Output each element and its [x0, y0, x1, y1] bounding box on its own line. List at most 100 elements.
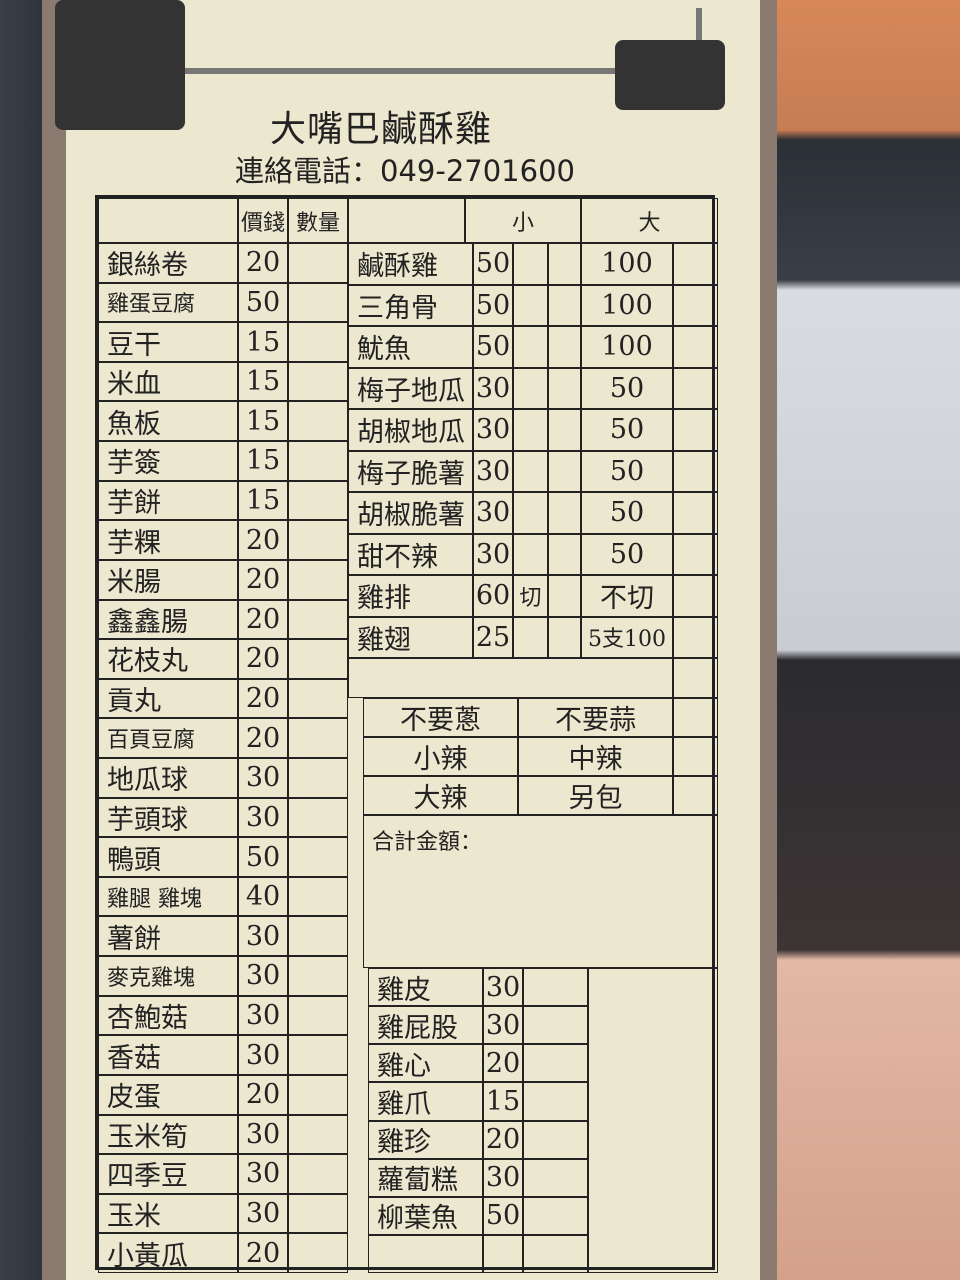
quantity-cell[interactable] — [288, 401, 348, 442]
large-qty[interactable] — [673, 450, 718, 492]
item-price: 30 — [238, 1035, 288, 1075]
side-item-name: 柳葉魚 — [368, 1196, 483, 1235]
small-qty[interactable] — [548, 575, 581, 617]
small-qty[interactable] — [513, 450, 548, 492]
small-price: 50 — [473, 243, 513, 285]
blank-row — [348, 658, 673, 698]
small-qty[interactable] — [513, 367, 548, 409]
large-qty[interactable] — [673, 367, 718, 409]
small-qty[interactable] — [513, 533, 548, 575]
large-qty[interactable] — [673, 492, 718, 534]
side-qty[interactable] — [523, 1196, 588, 1235]
small-qty[interactable] — [548, 409, 581, 451]
quantity-cell[interactable] — [288, 639, 348, 679]
quantity-cell[interactable] — [288, 876, 348, 917]
side-qty[interactable] — [523, 968, 588, 1007]
item-name: 米血 — [98, 361, 238, 402]
quantity-cell[interactable] — [288, 797, 348, 838]
small-qty[interactable] — [548, 492, 581, 534]
side-qty[interactable] — [523, 1044, 588, 1083]
small-qty[interactable] — [548, 616, 581, 658]
small-qty[interactable] — [548, 533, 581, 575]
quantity-cell[interactable] — [288, 282, 348, 323]
small-qty[interactable] — [513, 243, 548, 285]
large-qty[interactable] — [673, 533, 718, 575]
item-name: 芋頭球 — [98, 797, 238, 838]
item-name: 米腸 — [98, 559, 238, 600]
sized-item-name: 梅子脆薯 — [348, 450, 473, 492]
quantity-cell[interactable] — [288, 243, 348, 283]
quantity-cell[interactable] — [288, 441, 348, 481]
option-check[interactable] — [673, 698, 718, 737]
quantity-cell[interactable] — [288, 718, 348, 758]
side-item-price: 20 — [483, 1120, 523, 1159]
item-price: 15 — [238, 401, 288, 442]
sized-item-name: 甜不辣 — [348, 533, 473, 575]
item-name: 地瓜球 — [98, 758, 238, 798]
item-price: 20 — [238, 678, 288, 719]
quantity-cell[interactable] — [288, 1193, 348, 1234]
quantity-cell[interactable] — [288, 1074, 348, 1115]
small-qty[interactable] — [548, 284, 581, 326]
quantity-cell[interactable] — [288, 837, 348, 877]
blank-qty[interactable] — [673, 658, 718, 698]
quantity-cell[interactable] — [288, 956, 348, 996]
small-qty[interactable]: 切 — [513, 575, 548, 617]
quantity-cell[interactable] — [288, 559, 348, 600]
side-item-name: 蘿蔔糕 — [368, 1158, 483, 1197]
quantity-cell[interactable] — [288, 599, 348, 640]
quantity-cell[interactable] — [288, 1233, 348, 1273]
item-price: 15 — [238, 480, 288, 521]
option-check[interactable] — [673, 776, 718, 815]
quantity-cell[interactable] — [288, 916, 348, 957]
small-qty[interactable] — [513, 409, 548, 451]
small-price: 50 — [473, 326, 513, 368]
small-qty[interactable] — [513, 326, 548, 368]
large-qty[interactable] — [673, 575, 718, 617]
small-qty[interactable] — [513, 492, 548, 534]
order-form: 價錢 數量 銀絲卷 20 雞蛋豆腐 50 豆干 15 米血 15 魚板 15 芋簽 15 芋餅 15 芋粿 20 米… — [95, 195, 718, 1273]
large-qty[interactable] — [673, 409, 718, 451]
option-label: 中辣 — [518, 737, 673, 776]
side-item-name — [368, 1234, 483, 1273]
small-qty[interactable] — [513, 616, 548, 658]
large-qty[interactable] — [673, 326, 718, 368]
side-qty[interactable] — [523, 1120, 588, 1159]
small-qty[interactable] — [548, 326, 581, 368]
quantity-cell[interactable] — [288, 520, 348, 560]
small-qty[interactable] — [548, 243, 581, 285]
item-price: 30 — [238, 758, 288, 798]
option-check[interactable] — [673, 737, 718, 776]
large-qty[interactable] — [673, 616, 718, 658]
item-name: 芋粿 — [98, 520, 238, 560]
small-price: 25 — [473, 616, 513, 658]
side-qty[interactable] — [523, 1082, 588, 1121]
item-name: 銀絲卷 — [98, 243, 238, 283]
quantity-cell[interactable] — [288, 995, 348, 1036]
side-qty[interactable] — [523, 1158, 588, 1197]
background — [775, 0, 960, 1280]
total-amount-field[interactable]: 合計金額： — [363, 815, 718, 968]
small-qty[interactable] — [548, 367, 581, 409]
quantity-cell[interactable] — [288, 322, 348, 362]
quantity-cell[interactable] — [288, 1154, 348, 1194]
quantity-cell[interactable] — [288, 1035, 348, 1075]
item-price: 20 — [238, 559, 288, 600]
large-qty[interactable] — [673, 284, 718, 326]
side-item-name: 雞心 — [368, 1044, 483, 1083]
quantity-cell[interactable] — [288, 758, 348, 798]
header-blank — [98, 198, 238, 243]
side-qty[interactable] — [523, 1234, 588, 1273]
quantity-cell[interactable] — [288, 361, 348, 402]
side-item-name: 雞皮 — [368, 968, 483, 1007]
large-price: 50 — [581, 450, 673, 492]
small-qty[interactable] — [548, 450, 581, 492]
item-name: 芋簽 — [98, 441, 238, 481]
small-qty[interactable] — [513, 284, 548, 326]
quantity-cell[interactable] — [288, 1114, 348, 1155]
quantity-cell[interactable] — [288, 678, 348, 719]
side-qty[interactable] — [523, 1006, 588, 1045]
side-item-price: 30 — [483, 968, 523, 1007]
quantity-cell[interactable] — [288, 480, 348, 521]
large-qty[interactable] — [673, 243, 718, 285]
